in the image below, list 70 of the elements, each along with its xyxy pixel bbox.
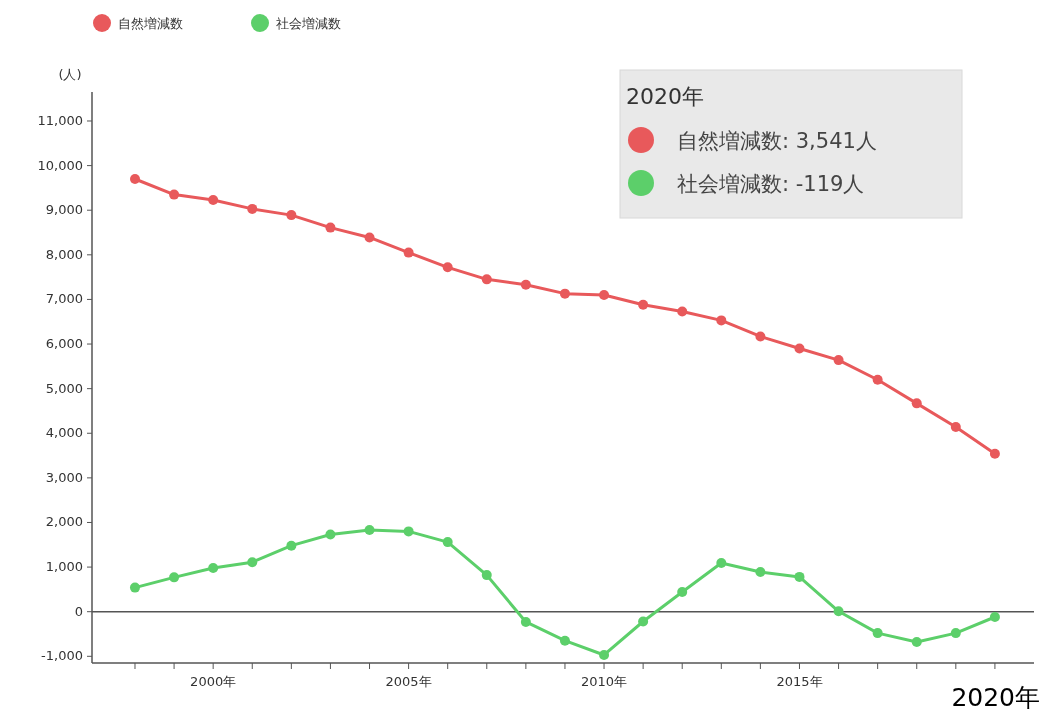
legend-label: 社会増減数 — [276, 16, 341, 31]
y-tick-label: 5,000 — [45, 380, 83, 396]
y-tick-label: -1,000 — [41, 648, 83, 664]
point — [755, 567, 766, 577]
text: 2020年 — [951, 683, 1040, 711]
point — [989, 448, 1000, 459]
x-tick-label: 2015年 — [776, 674, 823, 689]
x-tick-label: 2010年 — [580, 674, 628, 689]
y-tick-label: 4,000 — [45, 425, 83, 441]
y-tick-label: 11,000 — [37, 113, 83, 128]
point — [286, 210, 297, 221]
point — [716, 315, 727, 326]
point — [559, 288, 570, 299]
point — [833, 606, 844, 617]
point — [130, 582, 140, 593]
point — [208, 194, 219, 205]
point — [364, 525, 375, 536]
y-tick-label: 7,000 — [45, 291, 83, 307]
y-tick-label: 6,000 — [45, 336, 83, 352]
x-tick-label: 2000年 — [190, 674, 237, 689]
point — [130, 173, 140, 184]
point — [169, 189, 180, 200]
point — [638, 616, 649, 627]
point — [208, 562, 219, 573]
point — [325, 222, 336, 233]
point — [677, 587, 688, 598]
point — [794, 571, 805, 582]
point — [794, 343, 805, 354]
point — [403, 247, 414, 258]
point — [872, 628, 883, 639]
point — [989, 612, 1000, 623]
point — [247, 203, 258, 214]
y-tick-label: 8,000 — [45, 246, 83, 262]
point — [481, 570, 492, 581]
annotation: 社会増減数: -119人 — [677, 172, 865, 196]
legend-label: 自然増減数 — [118, 16, 183, 31]
x-tick-label: 2005年 — [385, 674, 432, 689]
point — [950, 628, 961, 639]
point — [364, 232, 375, 243]
point — [716, 558, 727, 569]
y-tick-label: 2,000 — [45, 514, 83, 530]
y-tick-label: 1,000 — [45, 559, 83, 575]
point — [638, 299, 649, 310]
point — [169, 572, 180, 583]
point — [599, 289, 610, 300]
point — [403, 526, 414, 537]
point — [599, 649, 610, 660]
y-axis-title: (人) — [58, 67, 82, 82]
point — [872, 374, 883, 385]
y-tick-label: 10,000 — [37, 157, 83, 173]
point — [286, 540, 297, 551]
y-tick-label: 3,000 — [45, 469, 83, 485]
point — [911, 637, 922, 648]
point — [677, 306, 688, 317]
point — [911, 398, 922, 409]
y-tick-label: 0 — [74, 603, 83, 619]
point — [520, 616, 531, 627]
y-tick-label: 9,000 — [45, 202, 83, 218]
point — [442, 262, 453, 273]
point — [481, 274, 492, 285]
annotation: 2020年 — [626, 84, 704, 109]
point — [950, 422, 961, 433]
point — [833, 355, 844, 366]
point — [247, 557, 258, 568]
point — [755, 331, 766, 342]
point — [325, 529, 336, 540]
point — [520, 279, 531, 290]
point — [442, 537, 453, 548]
point — [559, 635, 570, 646]
annotation: 自然増減数: 3,541人 — [677, 129, 877, 153]
